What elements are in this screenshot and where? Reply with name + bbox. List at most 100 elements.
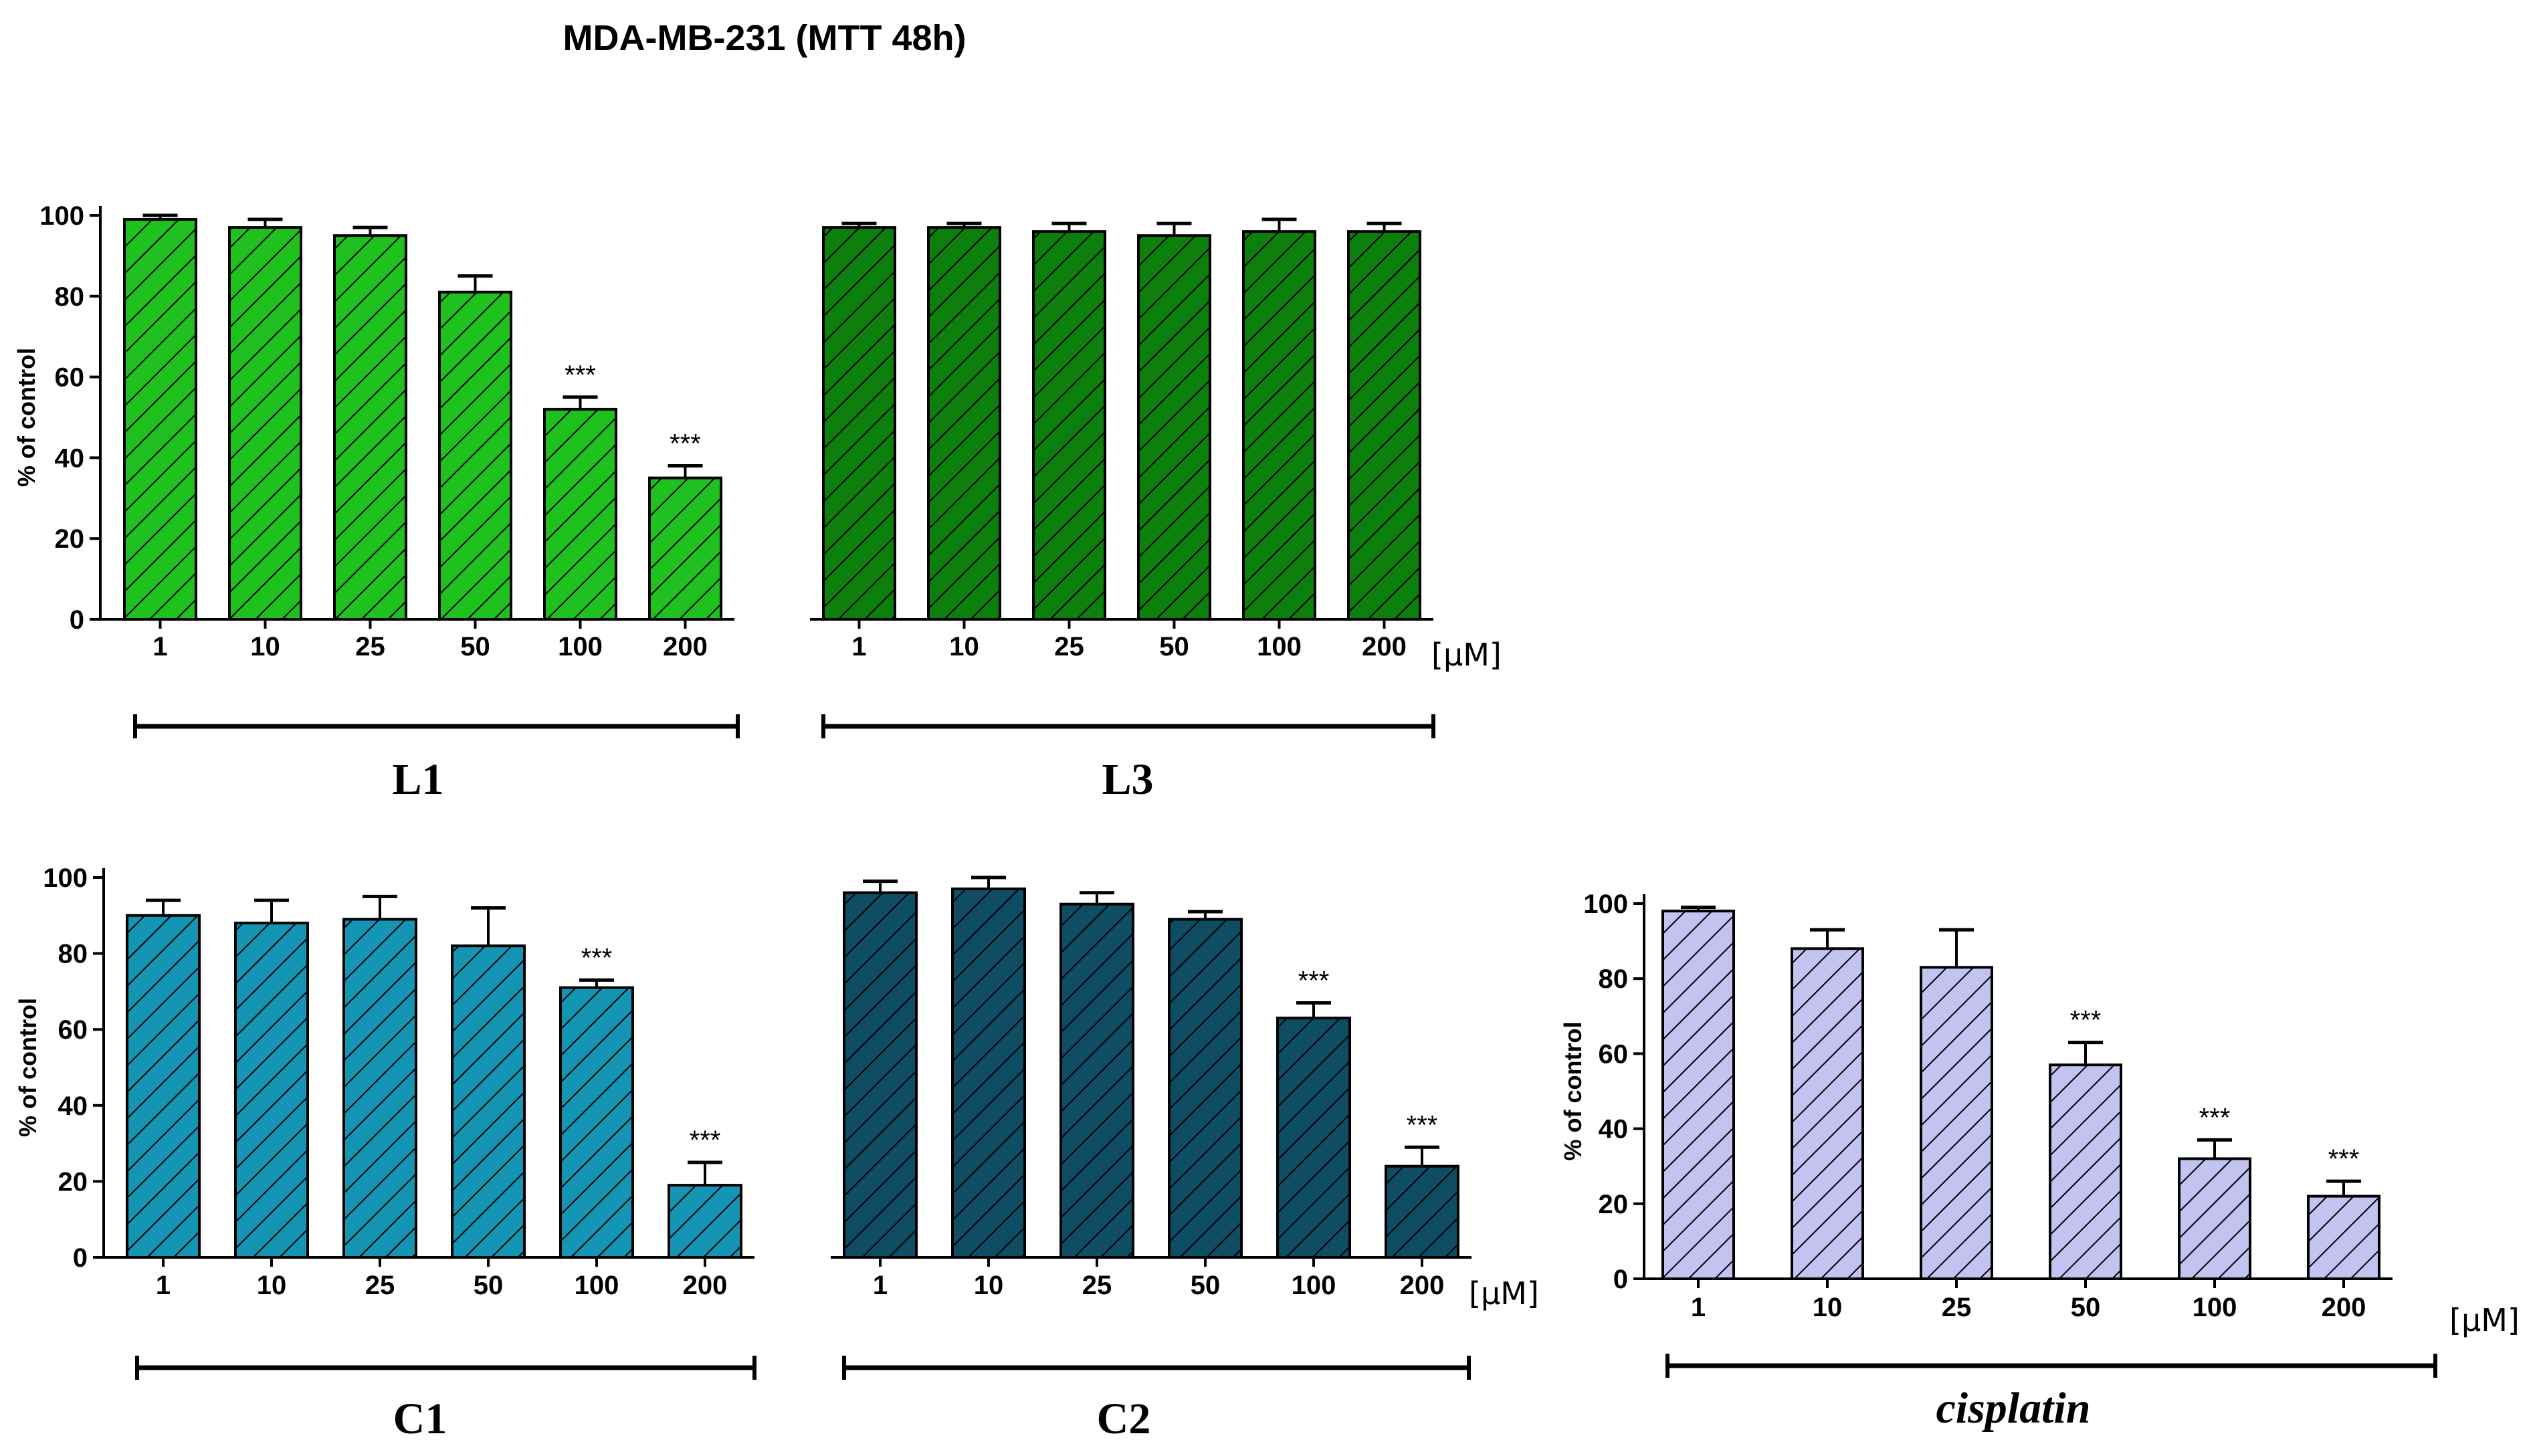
bar-hatch xyxy=(1168,918,1243,1259)
y-tick-label: 80 xyxy=(1599,964,1629,994)
bar-hatch xyxy=(123,218,197,621)
bar-hatch xyxy=(1242,230,1316,621)
bar-hatch xyxy=(543,407,617,621)
bar-hatch xyxy=(1059,902,1134,1259)
significance-marker: *** xyxy=(565,360,596,390)
significance-marker: *** xyxy=(690,1126,721,1155)
y-tick-label: 40 xyxy=(55,443,85,473)
bar-hatch xyxy=(843,891,918,1259)
y-tick-label: 20 xyxy=(1599,1190,1629,1219)
group-label: C1 xyxy=(393,1394,447,1443)
significance-marker: *** xyxy=(1407,1110,1438,1140)
significance-marker: *** xyxy=(2328,1144,2360,1174)
x-tick-label: 200 xyxy=(2322,1293,2366,1322)
x-tick-label: 25 xyxy=(365,1271,395,1300)
bar-hatch xyxy=(1385,1164,1459,1259)
bar-hatch xyxy=(234,922,309,1259)
x-tick-label: 25 xyxy=(1082,1271,1112,1300)
y-axis-label: % of control xyxy=(1559,1022,1587,1161)
x-tick-label: 100 xyxy=(575,1271,619,1300)
x-tick-label: 10 xyxy=(257,1271,287,1300)
y-tick-label: 20 xyxy=(58,1167,88,1197)
y-tick-label: 0 xyxy=(73,1243,88,1273)
bar-hatch xyxy=(342,918,417,1259)
x-tick-label: 100 xyxy=(1292,1271,1336,1300)
bar-hatch xyxy=(2307,1194,2380,1280)
x-tick-label: 100 xyxy=(1257,632,1302,661)
x-tick-label: 1 xyxy=(153,632,167,661)
y-tick-label: 0 xyxy=(70,605,84,635)
y-axis-label: % of control xyxy=(13,348,40,487)
bar-hatch xyxy=(1661,910,1735,1280)
chart-panel-top: 0 20 40 60 80 100 % of control 1 10 25 50 100 *** 200… xyxy=(13,201,1502,804)
x-tick-label: 1 xyxy=(873,1271,888,1300)
x-tick-label: 200 xyxy=(683,1271,728,1300)
bar-hatch xyxy=(2178,1157,2251,1280)
bar-hatch xyxy=(648,476,722,621)
x-tick-label: 200 xyxy=(1400,1271,1445,1300)
significance-marker: *** xyxy=(1298,966,1330,995)
bar-hatch xyxy=(228,226,302,621)
significance-marker: *** xyxy=(2199,1103,2231,1132)
x-tick-label: 100 xyxy=(2193,1293,2237,1322)
x-tick-label: 10 xyxy=(949,632,979,661)
y-tick-label: 100 xyxy=(43,863,88,893)
x-tick-label: 50 xyxy=(1159,632,1189,661)
x-tick-label: 1 xyxy=(851,632,866,661)
group-label: L3 xyxy=(1102,755,1153,804)
chart-panel-bottom-left: 0 20 40 60 80 100 % of control 1 10 25 50 100 *** 200… xyxy=(14,863,1539,1443)
x-tick-label: 25 xyxy=(355,632,385,661)
bar-hatch xyxy=(333,234,407,621)
bar-hatch xyxy=(451,944,526,1259)
x-unit-label: [µM] xyxy=(2449,1302,2520,1338)
significance-marker: *** xyxy=(581,943,613,972)
x-tick-label: 10 xyxy=(1813,1293,1843,1322)
x-tick-label: 10 xyxy=(250,632,280,661)
x-tick-label: 10 xyxy=(974,1271,1004,1300)
x-unit-label: [µM] xyxy=(1431,637,1502,673)
x-tick-label: 200 xyxy=(1362,632,1407,661)
bar-hatch xyxy=(1791,947,1864,1280)
x-tick-label: 50 xyxy=(2071,1293,2101,1322)
x-tick-label: 25 xyxy=(1054,632,1084,661)
bar-hatch xyxy=(438,290,512,621)
x-tick-label: 200 xyxy=(663,632,708,661)
y-tick-label: 60 xyxy=(55,363,85,393)
y-tick-label: 40 xyxy=(1599,1115,1629,1144)
x-unit-label: [µM] xyxy=(1469,1275,1539,1312)
bar-hatch xyxy=(2049,1063,2122,1280)
bar-hatch xyxy=(822,226,896,621)
bar-hatch xyxy=(1137,234,1211,621)
y-tick-label: 80 xyxy=(58,940,88,969)
x-tick-label: 1 xyxy=(156,1271,171,1300)
group-label: L1 xyxy=(392,755,443,804)
y-tick-label: 100 xyxy=(39,201,84,231)
y-tick-label: 0 xyxy=(1613,1265,1628,1294)
y-tick-label: 20 xyxy=(55,524,85,554)
figure-title: MDA-MB-231 (MTT 48h) xyxy=(563,18,967,58)
x-tick-label: 50 xyxy=(474,1271,504,1300)
group-label: cisplatin xyxy=(1936,1384,2090,1433)
x-tick-label: 1 xyxy=(1691,1293,1706,1322)
chart-panel-bottom-right: 0 20 40 60 80 100 % of control 1 10 25 50 *** 100 ***… xyxy=(1559,890,2520,1433)
y-tick-label: 60 xyxy=(58,1015,88,1045)
bar-hatch xyxy=(951,888,1026,1259)
y-tick-label: 60 xyxy=(1599,1039,1629,1069)
y-axis-label: % of control xyxy=(14,998,41,1137)
bar-hatch xyxy=(1276,1017,1351,1259)
y-tick-label: 80 xyxy=(55,282,85,312)
significance-marker: *** xyxy=(2070,1006,2102,1035)
bar-hatch xyxy=(668,1184,742,1259)
y-tick-label: 100 xyxy=(1583,890,1628,919)
x-tick-label: 100 xyxy=(558,632,603,661)
bar-hatch xyxy=(559,986,634,1259)
bar-hatch xyxy=(1032,230,1106,621)
bar-hatch xyxy=(1347,230,1421,621)
x-tick-label: 50 xyxy=(460,632,490,661)
bar-hatch xyxy=(1920,966,1993,1280)
x-tick-label: 25 xyxy=(1942,1293,1972,1322)
significance-marker: *** xyxy=(670,429,701,458)
group-label: C2 xyxy=(1097,1394,1151,1443)
